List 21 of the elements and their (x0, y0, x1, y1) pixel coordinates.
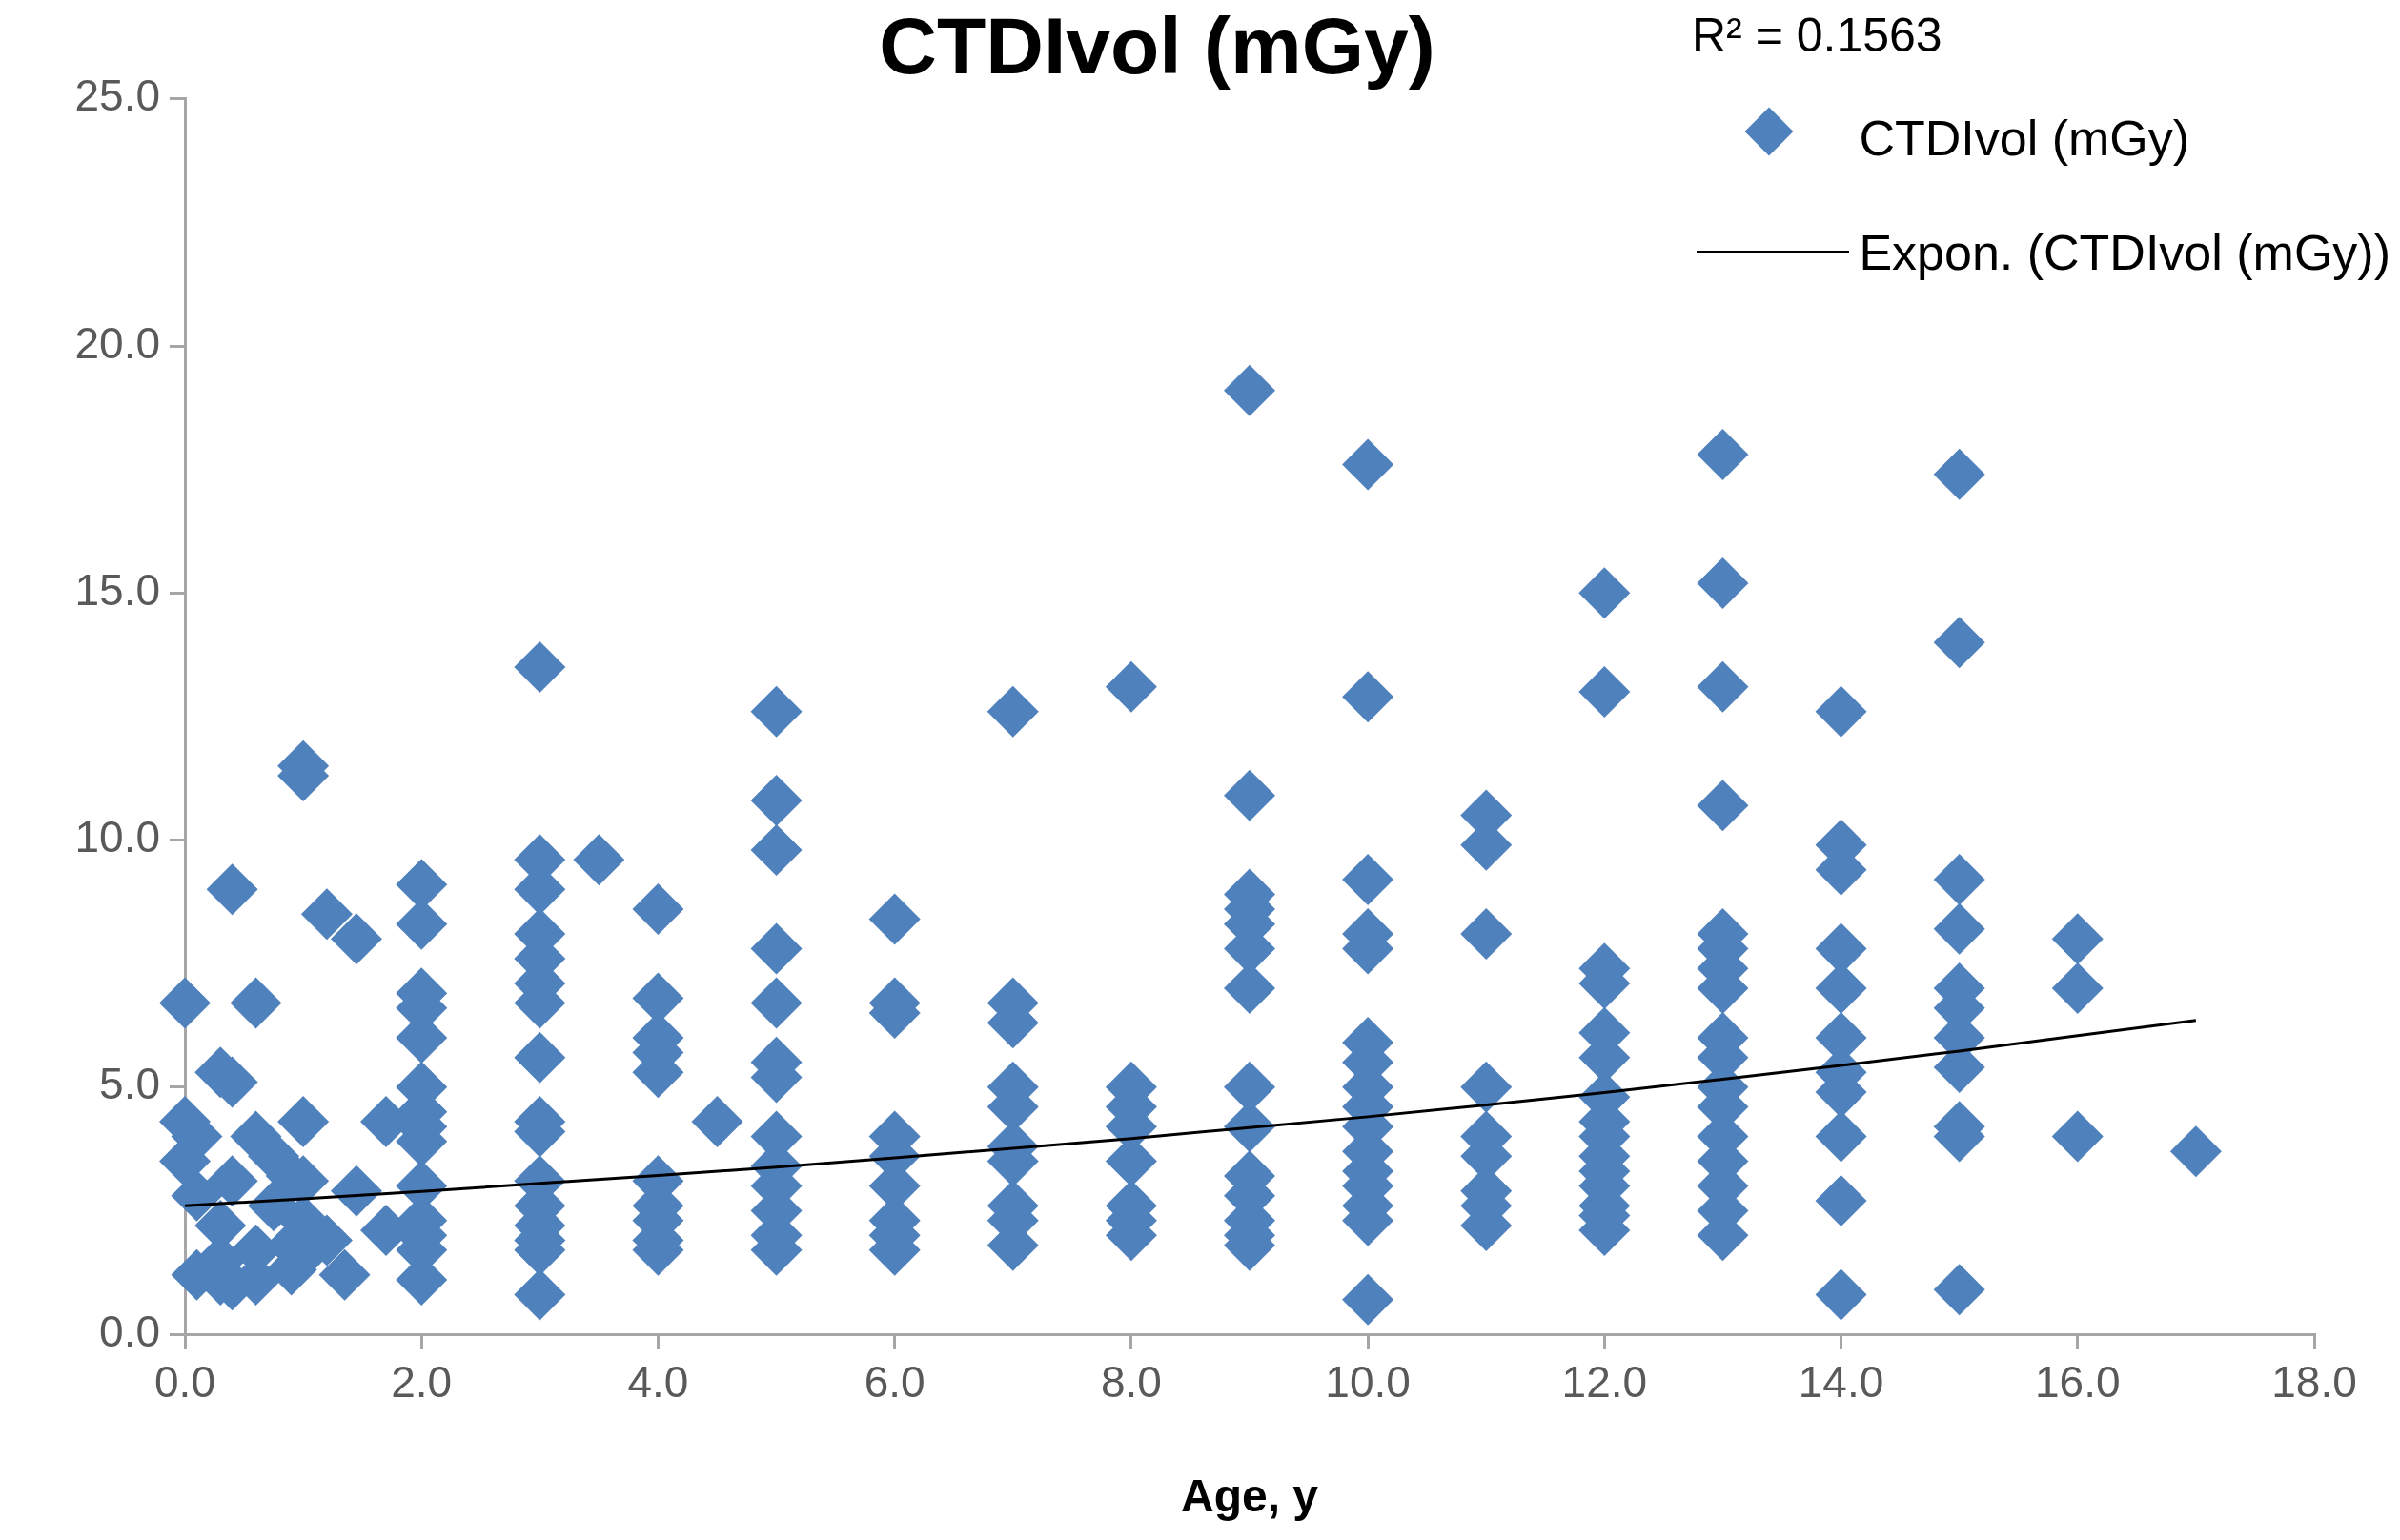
x-tick-label: 14.0 (1798, 1357, 1884, 1408)
legend-label: CTDIvol (mGy) (1859, 110, 2190, 167)
y-tick-label: 10.0 (74, 812, 160, 862)
x-axis-title: Age, y (1180, 1470, 1319, 1522)
x-tick-label: 0.0 (154, 1357, 215, 1408)
x-tick-label: 8.0 (1100, 1357, 1162, 1408)
legend-label: Expon. (CTDIvol (mGy)) (1859, 224, 2390, 281)
x-tick-label: 4.0 (627, 1357, 689, 1408)
x-tick-label: 18.0 (2271, 1357, 2357, 1408)
y-tick-label: 20.0 (74, 317, 160, 368)
y-tick-label: 25.0 (74, 71, 160, 121)
x-tick-label: 6.0 (864, 1357, 925, 1408)
y-tick-label: 15.0 (74, 564, 160, 615)
text: R² = 0.1563 (1692, 8, 1942, 63)
x-tick-label: 16.0 (2035, 1357, 2121, 1408)
chart-title: CTDIvol (mGy) (879, 0, 1435, 91)
x-tick-label: 2.0 (391, 1357, 453, 1408)
x-tick-label: 12.0 (1561, 1357, 1648, 1408)
x-tick-label: 10.0 (1325, 1357, 1411, 1408)
y-tick-label: 0.0 (99, 1306, 160, 1356)
y-tick-label: 5.0 (99, 1059, 160, 1109)
